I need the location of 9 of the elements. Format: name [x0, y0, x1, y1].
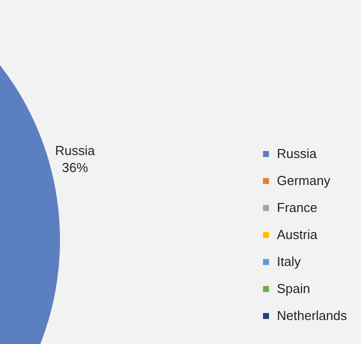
legend-label: Netherlands	[276, 308, 347, 323]
slice-label: Russia	[55, 143, 96, 158]
legend-label: France	[276, 200, 318, 215]
legend-label: Spain	[276, 281, 310, 296]
legend-label: Germany	[276, 173, 330, 188]
legend-label: Austria	[276, 227, 318, 242]
legend-label: Italy	[276, 254, 301, 269]
data-label: 36%	[62, 160, 88, 175]
legend-label: Russia	[276, 146, 317, 161]
